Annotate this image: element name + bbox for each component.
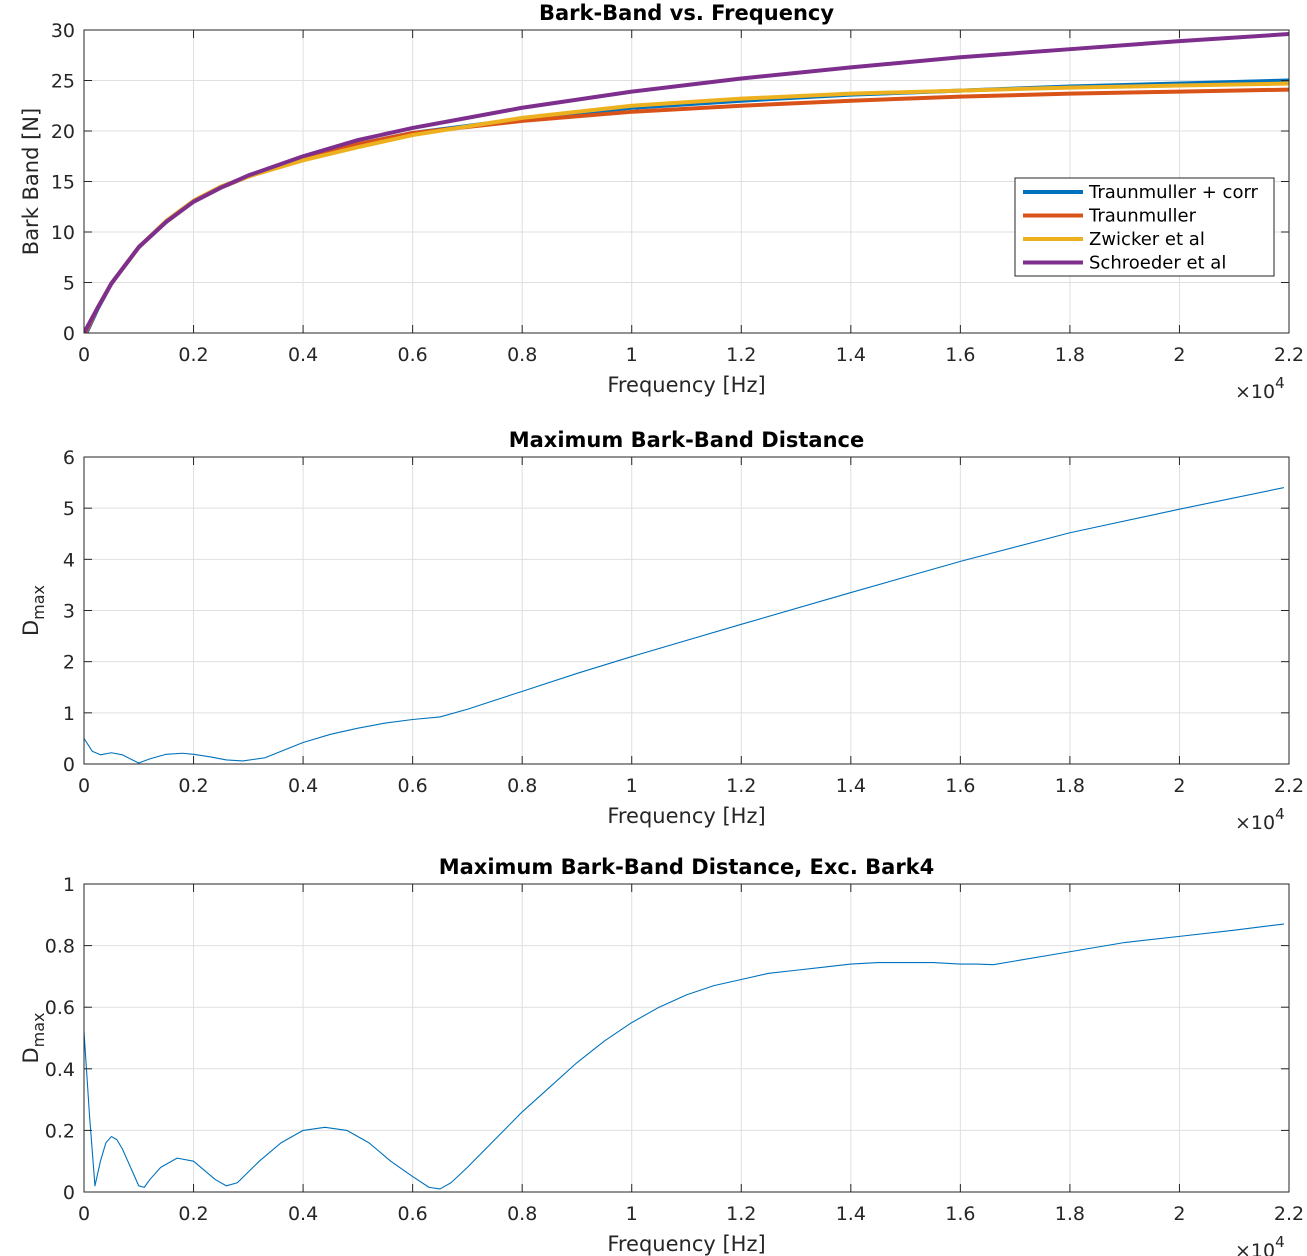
y-tick-label: 4 — [63, 549, 75, 571]
x-tick-label: 0.8 — [507, 344, 537, 366]
x-tick-label: 1.8 — [1055, 1203, 1085, 1225]
legend-entry: Zwicker et al — [1089, 229, 1205, 250]
y-tick-label: 3 — [63, 601, 75, 623]
x-tick-label: 0.8 — [507, 1203, 537, 1225]
chart-title: Bark-Band vs. Frequency — [539, 1, 834, 25]
x-tick-label: 0.4 — [288, 344, 318, 366]
chart-2: 0 0.2 0.4 0.6 0.8 1 1.2 1.4 1.6 1.8 2 2.2 0 1 2 3 4 5 6 Max… — [19, 428, 1304, 834]
chart-title: Maximum Bark-Band Distance, Exc. Bark4 — [439, 855, 935, 879]
y-tick-label: 10 — [51, 222, 75, 244]
x-tick-label: 1 — [626, 1203, 638, 1225]
x-tick-label: 2 — [1173, 344, 1185, 366]
y-tick-label: 0.6 — [45, 997, 75, 1019]
chart-1: 0 0.2 0.4 0.6 0.8 1 1.2 1.4 1.6 1.8 2 2.2 0 5 10 15 20 25… — [19, 1, 1304, 403]
y-tick-label: 0 — [63, 323, 75, 345]
y-tick-label: 30 — [51, 20, 75, 42]
chart-3: 0 0.2 0.4 0.6 0.8 1 1.2 1.4 1.6 1.8 2 2.2 0 0.2 0.4 0.6… — [19, 855, 1304, 1256]
x-tick-label: 0.2 — [178, 344, 208, 366]
x-axis-label: Frequency [Hz] — [607, 373, 765, 397]
x-tick-label: 1.2 — [726, 344, 756, 366]
x-tick-label: 1.8 — [1055, 344, 1085, 366]
x-tick-label: 1.2 — [726, 1203, 756, 1225]
y-axis-label: Dmax — [19, 1012, 48, 1063]
chart-title: Maximum Bark-Band Distance — [509, 428, 865, 452]
x-tick-label: 1.8 — [1055, 775, 1085, 797]
y-tick-label: 0.8 — [45, 936, 75, 958]
x-tick-label: 0 — [78, 1203, 90, 1225]
x-tick-label: 1.2 — [726, 775, 756, 797]
x-tick-label: 2.2 — [1274, 344, 1304, 366]
y-tick-label: 1 — [63, 874, 75, 896]
x-tick-label: 1.6 — [945, 344, 975, 366]
y-tick-label: 0 — [63, 754, 75, 776]
x-tick-label: 0 — [78, 344, 90, 366]
legend-entry: Schroeder et al — [1089, 253, 1226, 274]
x-axis-label: Frequency [Hz] — [607, 1232, 765, 1256]
x-tick-label: 1.4 — [836, 775, 866, 797]
x-tick-label: 0.4 — [288, 1203, 318, 1225]
y-tick-label: 25 — [51, 71, 75, 93]
x-tick-label: 2 — [1173, 1203, 1185, 1225]
series-line-1 — [84, 487, 1285, 764]
x-exponent-label: ×104 — [1235, 805, 1285, 834]
y-tick-label: 20 — [51, 121, 75, 143]
y-tick-label: 5 — [63, 273, 75, 295]
x-tick-label: 1.4 — [836, 344, 866, 366]
x-tick-label: 0.8 — [507, 775, 537, 797]
axes-box — [83, 883, 1290, 1193]
x-tick-label: 2.2 — [1274, 775, 1304, 797]
y-tick-label: 15 — [51, 172, 75, 194]
x-tick-label: 1.6 — [945, 1203, 975, 1225]
x-tick-label: 0.4 — [288, 775, 318, 797]
x-tick-label: 0.2 — [178, 775, 208, 797]
legend-entry: Traunmuller + corr — [1088, 182, 1259, 203]
x-tick-label: 1.6 — [945, 775, 975, 797]
x-tick-label: 1.4 — [836, 1203, 866, 1225]
x-tick-label: 0.6 — [398, 1203, 428, 1225]
y-axis-label: Bark Band [N] — [19, 108, 43, 255]
x-tick-label: 2 — [1173, 775, 1185, 797]
x-exponent-label: ×104 — [1235, 374, 1285, 403]
y-tick-label: 0 — [63, 1182, 75, 1204]
series-line-1 — [84, 923, 1285, 1190]
y-tick-label: 6 — [63, 447, 75, 469]
y-axis-label: Dmax — [19, 585, 48, 636]
y-tick-label: 2 — [63, 652, 75, 674]
x-tick-label: 1 — [626, 344, 638, 366]
x-tick-label: 0.6 — [398, 344, 428, 366]
legend-entry: Traunmuller — [1088, 206, 1197, 227]
y-tick-label: 5 — [63, 498, 75, 520]
plot-area — [84, 884, 1289, 1192]
x-tick-label: 0.2 — [178, 1203, 208, 1225]
x-tick-label: 0 — [78, 775, 90, 797]
x-exponent-label: ×104 — [1235, 1233, 1285, 1256]
x-tick-label: 1 — [626, 775, 638, 797]
x-axis-label: Frequency [Hz] — [607, 804, 765, 828]
legend-box — [1014, 177, 1275, 277]
y-tick-label: 0.2 — [45, 1120, 75, 1142]
x-tick-label: 0.6 — [398, 775, 428, 797]
y-tick-label: 1 — [63, 703, 75, 725]
x-tick-label: 2.2 — [1274, 1203, 1304, 1225]
series-line-4 — [84, 32, 1289, 333]
y-tick-label: 0.4 — [45, 1059, 75, 1081]
